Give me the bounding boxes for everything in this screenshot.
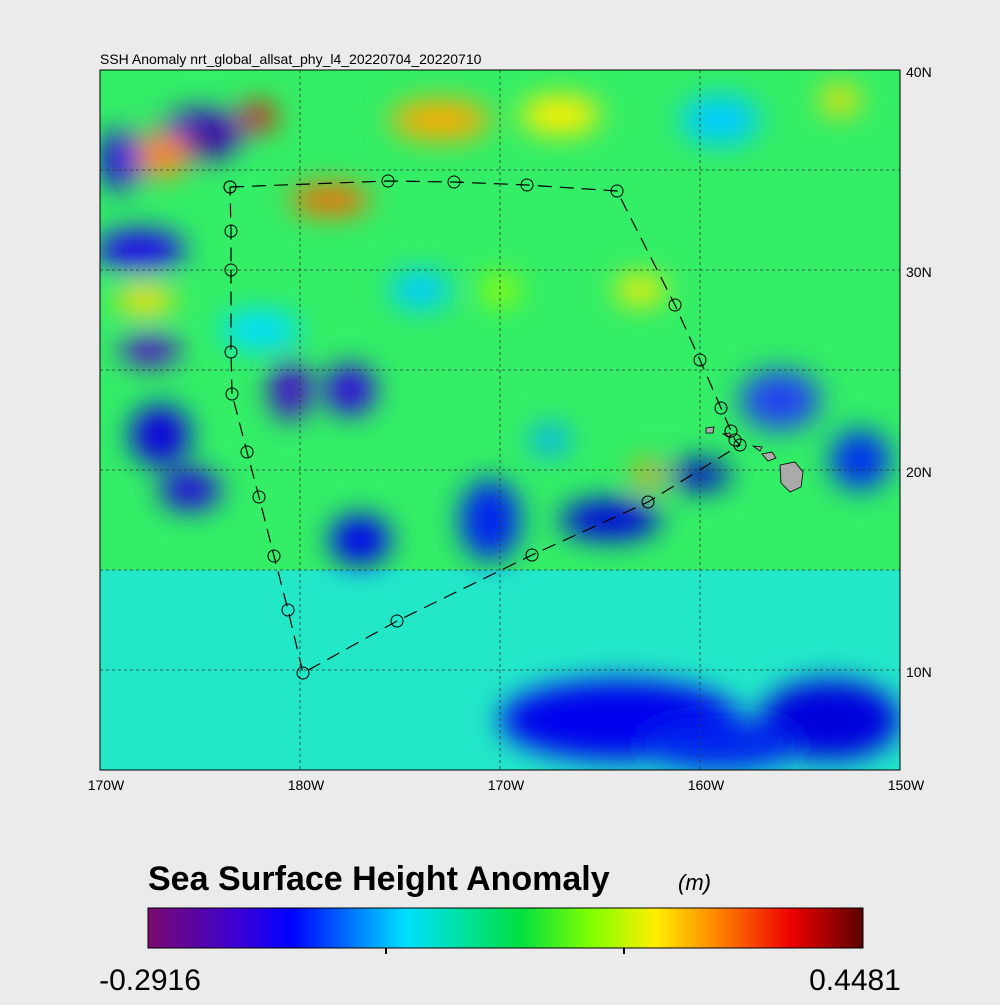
field-blob [830,430,890,490]
field-blob [190,128,220,152]
lat-label: 10N [906,664,932,680]
cruise-track [223,174,747,680]
lat-label: 20N [906,464,932,480]
station [381,174,395,188]
station [224,224,238,238]
lon-label: 160W [688,777,725,793]
station [525,548,539,562]
station [240,445,254,459]
colorbar-title: Sea Surface Height Anomaly [148,860,610,898]
field-blob [520,95,600,135]
station [733,438,747,452]
station [252,490,266,504]
field-blob [634,461,662,489]
grid [100,70,900,770]
station [724,424,738,438]
field-blob [615,275,665,305]
field-blob [220,310,300,350]
field-blob [390,100,490,140]
field-blob [325,365,375,415]
field-blob [130,133,190,177]
colorbar-unit: (m) [678,870,711,895]
map-title: SSH Anomaly nrt_global_allsat_phy_l4_202… [100,51,482,67]
field-blob [640,720,800,770]
station [520,178,534,192]
field-blob [290,185,370,215]
station [610,184,624,198]
station [668,298,682,312]
station [728,433,742,447]
colorbar-max: 0.4481 [809,964,901,997]
colorbar-min: -0.2916 [99,964,201,997]
field-blob [480,275,520,305]
hawaii-islands [705,426,804,493]
station [447,175,461,189]
station [693,353,707,367]
colorbar [147,907,864,949]
field-blob [270,360,310,420]
field-blob [530,425,570,455]
station [225,387,239,401]
field-blob [100,230,185,270]
station [224,263,238,277]
field-blob [100,130,140,190]
ssh-field [100,70,900,770]
lon-label: 170W [488,777,525,793]
lon-label: 180W [288,777,325,793]
field-blob [330,515,390,565]
field-blob [115,285,175,315]
station [224,345,238,359]
lon-label: 150W [888,777,925,793]
station [281,603,295,617]
field-blob [160,470,220,510]
lat-label: 40N [906,64,932,80]
field-blob [740,370,820,430]
station [223,180,237,194]
track-line [229,180,741,674]
field-blob [120,335,180,365]
field-blob [460,480,520,560]
field-blob [680,95,760,145]
station [296,666,310,680]
station [641,495,655,509]
field-blob [390,270,450,310]
field-blob [820,85,860,115]
field-blob [130,405,190,465]
plot-frame [99,69,901,771]
lon-label: 170W [88,777,125,793]
station [714,401,728,415]
lat-label: 30N [906,264,932,280]
field-blob [240,103,276,131]
station [390,614,404,628]
station [267,549,281,563]
